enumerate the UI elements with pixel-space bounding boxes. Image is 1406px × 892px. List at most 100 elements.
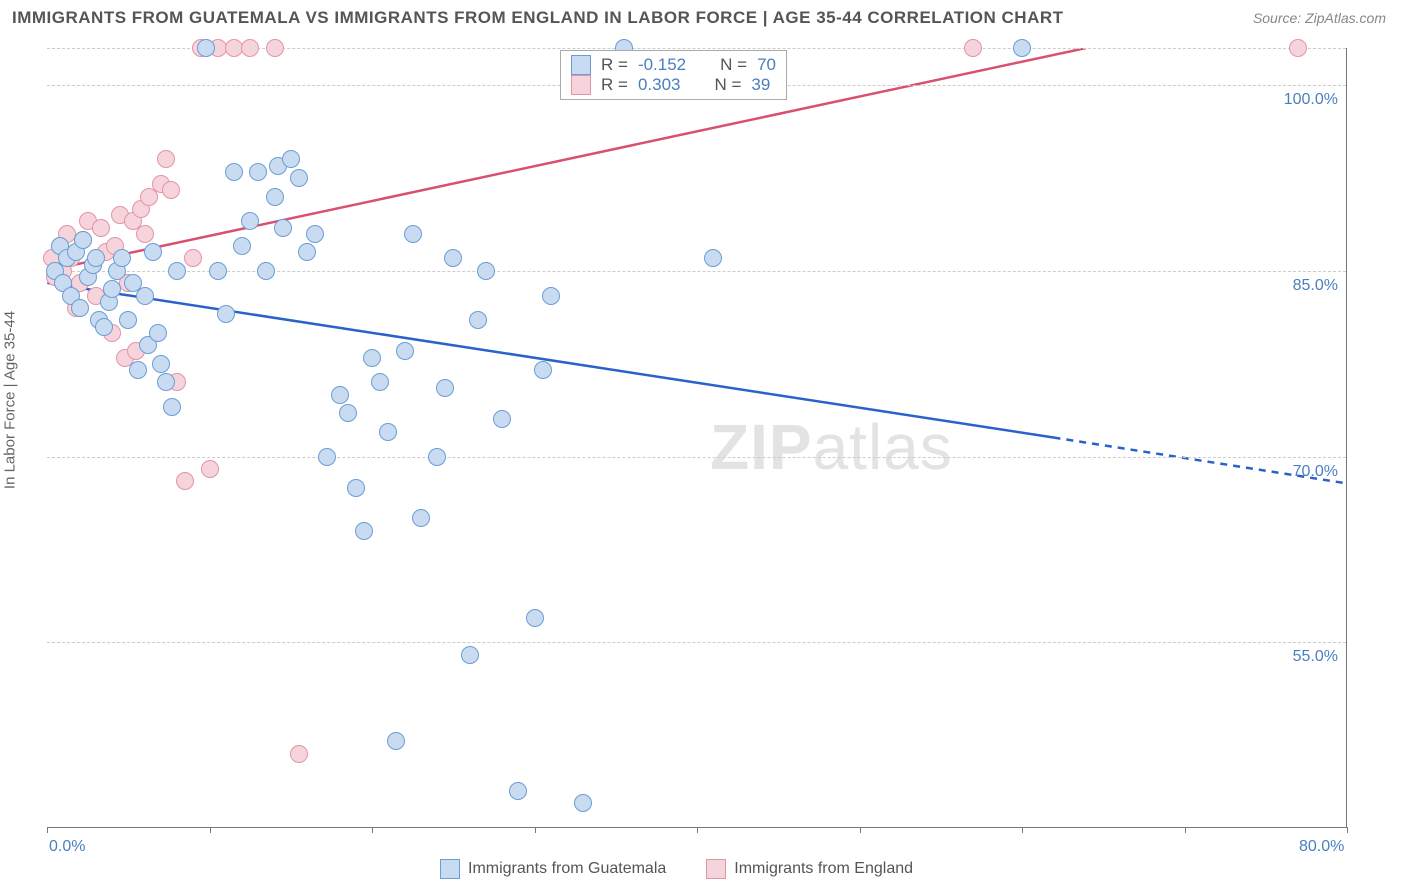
scatter-point-guatemala [217, 305, 235, 323]
x-tick [860, 827, 861, 833]
r-value-england: 0.303 [638, 75, 681, 95]
legend-label-guatemala: Immigrants from Guatemala [468, 860, 666, 878]
scatter-point-england [92, 219, 110, 237]
scatter-point-guatemala [197, 39, 215, 57]
scatter-point-guatemala [129, 361, 147, 379]
scatter-point-guatemala [290, 169, 308, 187]
scatter-point-guatemala [461, 646, 479, 664]
y-tick-label: 70.0% [1293, 463, 1338, 481]
scatter-point-england [266, 39, 284, 57]
scatter-point-guatemala [113, 249, 131, 267]
swatch-england [706, 859, 726, 879]
source-attribution: Source: ZipAtlas.com [1253, 10, 1386, 26]
watermark: ZIPatlas [710, 410, 953, 484]
legend-item-guatemala: Immigrants from Guatemala [440, 859, 666, 879]
scatter-point-guatemala [74, 231, 92, 249]
scatter-point-guatemala [152, 355, 170, 373]
scatter-point-guatemala [87, 249, 105, 267]
scatter-point-guatemala [363, 349, 381, 367]
scatter-point-guatemala [526, 609, 544, 627]
scatter-point-guatemala [149, 324, 167, 342]
gridline [47, 642, 1346, 643]
scatter-point-guatemala [103, 280, 121, 298]
swatch-guatemala [571, 55, 591, 75]
scatter-point-england [136, 225, 154, 243]
x-tick-label: 0.0% [49, 838, 85, 856]
scatter-point-england [290, 745, 308, 763]
scatter-point-guatemala [404, 225, 422, 243]
scatter-point-guatemala [339, 404, 357, 422]
x-tick [47, 827, 48, 833]
watermark-atlas: atlas [813, 411, 953, 483]
r-label: R = [601, 75, 628, 95]
x-tick [697, 827, 698, 833]
scatter-point-guatemala [704, 249, 722, 267]
scatter-point-guatemala [225, 163, 243, 181]
legend-label-england: Immigrants from England [734, 860, 913, 878]
scatter-point-guatemala [534, 361, 552, 379]
legend-series-box: Immigrants from Guatemala Immigrants fro… [440, 859, 913, 879]
swatch-england [571, 75, 591, 95]
scatter-point-guatemala [144, 243, 162, 261]
scatter-point-guatemala [233, 237, 251, 255]
scatter-point-england [157, 150, 175, 168]
scatter-point-guatemala [274, 219, 292, 237]
scatter-point-guatemala [318, 448, 336, 466]
scatter-point-guatemala [509, 782, 527, 800]
y-tick-label: 55.0% [1293, 648, 1338, 666]
correlation-chart: IMMIGRANTS FROM GUATEMALA VS IMMIGRANTS … [0, 0, 1406, 892]
scatter-point-england [964, 39, 982, 57]
scatter-point-guatemala [412, 509, 430, 527]
scatter-point-guatemala [396, 342, 414, 360]
y-axis-label: In Labor Force | Age 35-44 [2, 311, 19, 489]
scatter-point-england [241, 39, 259, 57]
x-tick [1022, 827, 1023, 833]
n-value-england: 39 [751, 75, 770, 95]
scatter-point-guatemala [371, 373, 389, 391]
watermark-zip: ZIP [710, 411, 813, 483]
scatter-point-guatemala [1013, 39, 1031, 57]
legend-stats-box: R = -0.152 N = 70 R = 0.303 N = 39 [560, 50, 787, 100]
scatter-point-guatemala [168, 262, 186, 280]
swatch-guatemala [440, 859, 460, 879]
scatter-point-guatemala [95, 318, 113, 336]
scatter-point-guatemala [282, 150, 300, 168]
trend-lines [47, 48, 1346, 827]
scatter-point-england [201, 460, 219, 478]
source-label: Source: [1253, 10, 1305, 26]
scatter-point-guatemala [574, 794, 592, 812]
n-label: N = [720, 55, 747, 75]
scatter-point-guatemala [387, 732, 405, 750]
scatter-point-guatemala [209, 262, 227, 280]
scatter-point-guatemala [266, 188, 284, 206]
scatter-point-guatemala [493, 410, 511, 428]
source-value: ZipAtlas.com [1305, 10, 1386, 26]
scatter-point-england [184, 249, 202, 267]
scatter-point-guatemala [241, 212, 259, 230]
scatter-point-guatemala [477, 262, 495, 280]
n-label: N = [714, 75, 741, 95]
scatter-point-england [1289, 39, 1307, 57]
r-value-guatemala: -0.152 [638, 55, 686, 75]
scatter-point-guatemala [157, 373, 175, 391]
scatter-point-england [176, 472, 194, 490]
scatter-point-guatemala [257, 262, 275, 280]
scatter-point-guatemala [379, 423, 397, 441]
scatter-point-guatemala [119, 311, 137, 329]
legend-row-guatemala: R = -0.152 N = 70 [571, 55, 776, 75]
scatter-point-guatemala [436, 379, 454, 397]
legend-row-england: R = 0.303 N = 39 [571, 75, 776, 95]
scatter-point-guatemala [347, 479, 365, 497]
scatter-point-guatemala [163, 398, 181, 416]
gridline [47, 271, 1346, 272]
x-tick [210, 827, 211, 833]
n-value-guatemala: 70 [757, 55, 776, 75]
y-tick-label: 100.0% [1284, 91, 1338, 109]
scatter-point-guatemala [355, 522, 373, 540]
scatter-point-guatemala [298, 243, 316, 261]
scatter-point-england [162, 181, 180, 199]
scatter-point-guatemala [136, 287, 154, 305]
scatter-point-guatemala [249, 163, 267, 181]
gridline [47, 457, 1346, 458]
x-tick-label: 80.0% [1299, 838, 1344, 856]
